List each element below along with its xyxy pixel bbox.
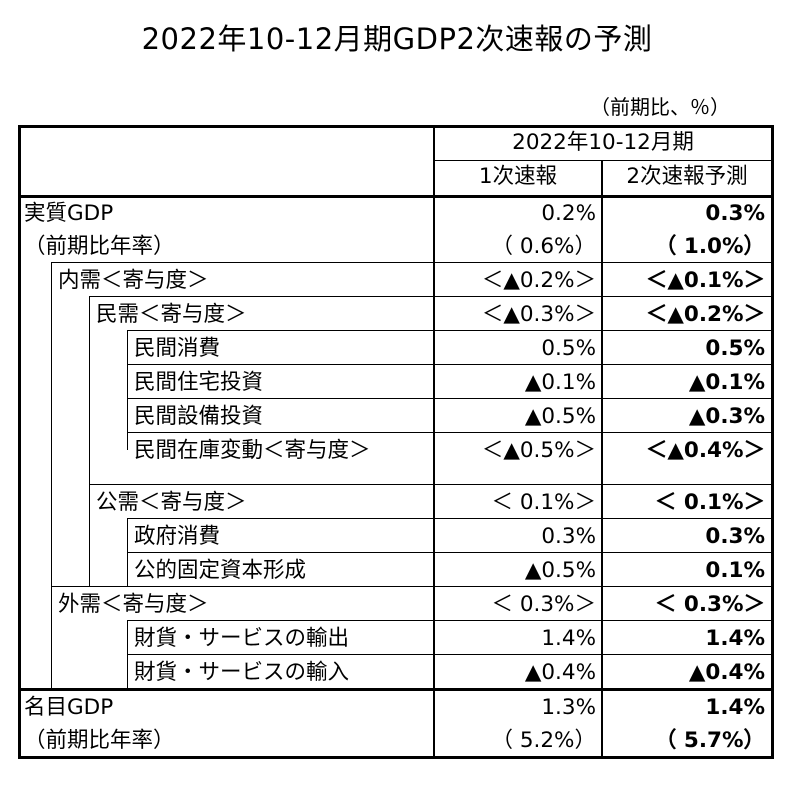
gdp-forecast-table: 2022年10-12月期 1次速報 2次速報予測 実質GDP （前期比年率） 内… xyxy=(18,125,774,759)
value-first-private-consumption: 0.5% xyxy=(541,336,596,361)
value-first-external-demand: ＜ 0.3%＞ xyxy=(491,592,596,617)
value-second-private-inventory: ＜▲0.4%＞ xyxy=(645,438,765,463)
row-label-exports: 財貨・サービスの輸出 xyxy=(134,626,350,651)
row-rule xyxy=(127,518,773,519)
value-second-public-demand: ＜ 0.1%＞ xyxy=(654,490,765,515)
row-rule xyxy=(89,484,773,485)
indent-line-level1 xyxy=(51,262,52,688)
value-first-private-capex: ▲0.5% xyxy=(524,404,596,429)
value-second-nominal-gdp-annualized: （ 5.7%） xyxy=(654,728,765,753)
value-first-government-consumption: 0.3% xyxy=(541,524,596,549)
header-period-underline xyxy=(433,160,773,161)
header-second-forecast: 2次速報予測 xyxy=(626,164,748,189)
header-first-estimate: 1次速報 xyxy=(478,164,558,189)
value-second-private-capex: ▲0.3% xyxy=(688,404,765,429)
value-second-government-consumption: 0.3% xyxy=(705,524,765,549)
value-first-public-investment: ▲0.5% xyxy=(524,558,596,583)
table-border-top xyxy=(18,125,774,128)
value-first-nominal-gdp: 1.3% xyxy=(541,695,596,720)
column-divider-values xyxy=(601,160,603,759)
row-rule xyxy=(127,620,773,621)
value-first-real-gdp: 0.2% xyxy=(541,201,596,226)
row-label-real-gdp: 実質GDP xyxy=(24,201,114,226)
value-first-private-inventory: ＜▲0.5%＞ xyxy=(481,438,596,463)
row-label-nominal-gdp: 名目GDP xyxy=(24,695,114,720)
value-second-private-consumption: 0.5% xyxy=(705,336,765,361)
value-second-private-demand: ＜▲0.2%＞ xyxy=(645,302,765,327)
value-second-real-gdp-annualized: （ 1.0%） xyxy=(654,234,765,259)
value-second-external-demand: ＜ 0.3%＞ xyxy=(654,592,765,617)
column-divider-label xyxy=(433,125,435,759)
nominal-section-rule xyxy=(18,688,774,691)
row-label-private-inventory: 民間在庫変動＜寄与度＞ xyxy=(134,438,371,463)
row-rule xyxy=(127,432,773,433)
row-label-private-capex: 民間設備投資 xyxy=(134,404,264,429)
row-rule xyxy=(89,296,773,297)
page-title: 2022年10-12月期GDP2次速報の予測 xyxy=(141,22,653,56)
value-second-private-housing: ▲0.1% xyxy=(688,370,765,395)
value-second-real-gdp: 0.3% xyxy=(705,201,765,226)
table-border-bottom xyxy=(18,756,774,759)
row-label-imports: 財貨・サービスの輸入 xyxy=(134,660,350,685)
value-first-private-housing: ▲0.1% xyxy=(524,370,596,395)
value-first-public-demand: ＜ 0.1%＞ xyxy=(491,490,596,515)
value-first-imports: ▲0.4% xyxy=(524,660,596,685)
row-rule xyxy=(127,552,773,553)
row-label-private-demand: 民需＜寄与度＞ xyxy=(96,302,247,327)
row-label-real-gdp-annualized: （前期比年率） xyxy=(24,234,175,259)
header-bottom-rule xyxy=(18,195,774,198)
unit-note: （前期比、％） xyxy=(590,95,730,119)
row-label-domestic-demand: 内需＜寄与度＞ xyxy=(58,268,209,293)
row-label-government-consumption: 政府消費 xyxy=(134,524,221,549)
row-rule xyxy=(127,398,773,399)
value-second-domestic-demand: ＜▲0.1%＞ xyxy=(645,268,765,293)
row-rule xyxy=(127,654,773,655)
row-label-nominal-gdp-annualized: （前期比年率） xyxy=(24,728,175,753)
row-label-public-investment: 公的固定資本形成 xyxy=(134,558,307,583)
row-label-public-demand: 公需＜寄与度＞ xyxy=(96,490,247,515)
row-rule xyxy=(51,262,773,263)
value-second-nominal-gdp: 1.4% xyxy=(705,695,765,720)
value-first-real-gdp-annualized: （ 0.6%） xyxy=(491,234,596,259)
value-first-exports: 1.4% xyxy=(541,626,596,651)
value-second-imports: ▲0.4% xyxy=(688,660,765,685)
table-border-left xyxy=(18,125,21,759)
row-rule xyxy=(127,330,773,331)
value-first-private-demand: ＜▲0.3%＞ xyxy=(481,302,596,327)
row-rule xyxy=(127,364,773,365)
value-second-public-investment: 0.1% xyxy=(705,558,765,583)
value-second-exports: 1.4% xyxy=(705,626,765,651)
value-first-nominal-gdp-annualized: （ 5.2%） xyxy=(491,728,596,753)
header-period: 2022年10-12月期 xyxy=(512,130,694,155)
indent-line-level2 xyxy=(89,296,90,586)
row-label-external-demand: 外需＜寄与度＞ xyxy=(58,592,209,617)
row-label-private-consumption: 民間消費 xyxy=(134,336,221,361)
row-label-private-housing: 民間住宅投資 xyxy=(134,370,264,395)
table-border-right xyxy=(771,125,774,759)
value-first-domestic-demand: ＜▲0.2%＞ xyxy=(481,268,596,293)
indent-line-level3-private xyxy=(127,330,128,450)
row-rule xyxy=(51,586,773,587)
